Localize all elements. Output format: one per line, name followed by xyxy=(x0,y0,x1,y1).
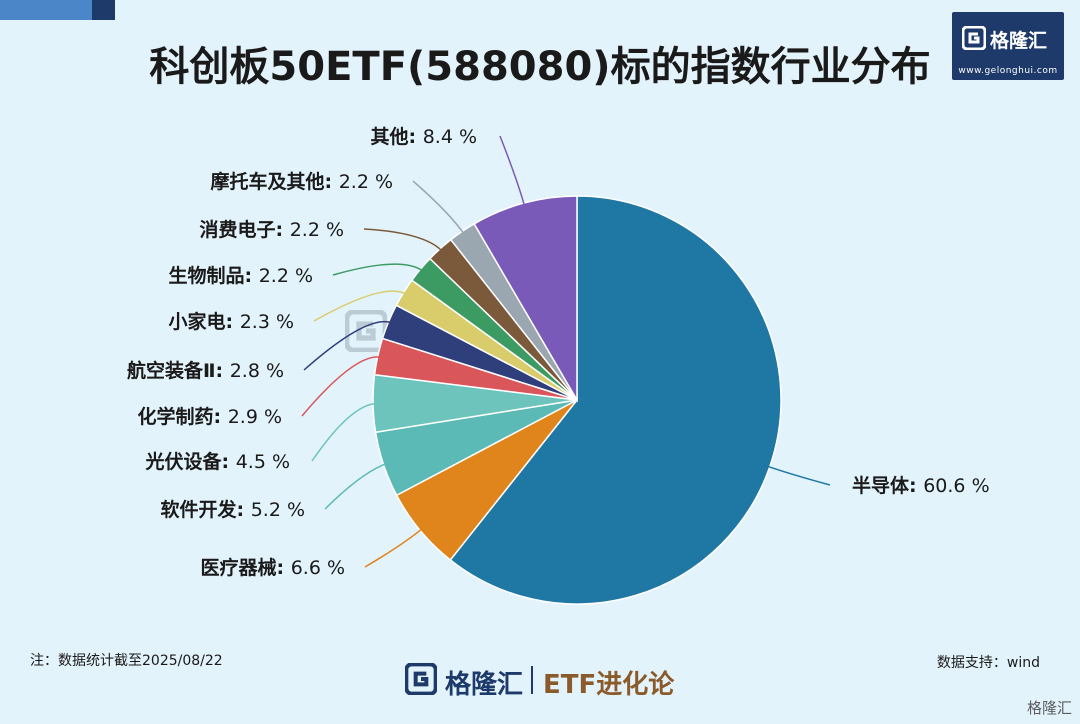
footer-brand: 格隆汇 xyxy=(445,670,524,700)
footer-logo-icon xyxy=(405,663,437,695)
corner-watermark: 格隆汇 xyxy=(1026,699,1072,717)
data-note: 注：数据统计截至2025/08/22 xyxy=(30,653,223,669)
footer-series: ETF进化论 xyxy=(543,670,675,700)
chart-title: 科创板50ETF(588080)标的指数行业分布 xyxy=(149,44,931,90)
footer-divider xyxy=(531,666,533,694)
data-source: 数据支持：wind xyxy=(936,655,1040,671)
leader-line-10 xyxy=(499,135,526,208)
brand-url: www.gelonghui.com xyxy=(958,66,1058,76)
slice-label-4: 化学制药: 2.9 % xyxy=(137,405,282,428)
gelonghui-logo-icon xyxy=(962,26,986,50)
leader-line-0 xyxy=(765,465,831,486)
slice-label-6: 小家电: 2.3 % xyxy=(168,310,294,333)
brand-name: 格隆汇 xyxy=(990,30,1048,52)
leader-line-2 xyxy=(324,462,388,510)
slice-label-7: 生物制品: 2.2 % xyxy=(168,264,313,287)
leader-line-4 xyxy=(301,356,382,417)
top-corner-tab xyxy=(0,0,115,20)
slice-label-1: 医疗器械: 6.6 % xyxy=(200,556,345,579)
leader-line-8 xyxy=(363,228,444,253)
leader-line-9 xyxy=(412,180,466,236)
slice-label-9: 摩托车及其他: 2.2 % xyxy=(210,170,393,193)
slice-label-8: 消费电子: 2.2 % xyxy=(199,218,344,241)
slice-label-5: 航空装备Ⅱ: 2.8 % xyxy=(127,359,284,382)
top-corner-tab-inner xyxy=(0,0,92,20)
slice-label-0: 半导体: 60.6 % xyxy=(852,474,990,497)
leader-line-1 xyxy=(364,527,424,568)
slice-label-10: 其他: 8.4 % xyxy=(370,125,477,148)
brand-logo-box: 格隆汇 www.gelonghui.com xyxy=(952,12,1064,80)
slice-label-2: 软件开发: 5.2 % xyxy=(160,498,305,521)
footer-logo: 格隆汇 ETF进化论 xyxy=(405,660,705,700)
leader-line-5 xyxy=(303,320,393,371)
leader-line-6 xyxy=(313,290,408,322)
slice-label-3: 光伏设备: 4.5 % xyxy=(144,450,290,473)
leader-line-7 xyxy=(332,263,425,276)
leader-line-3 xyxy=(311,402,378,462)
